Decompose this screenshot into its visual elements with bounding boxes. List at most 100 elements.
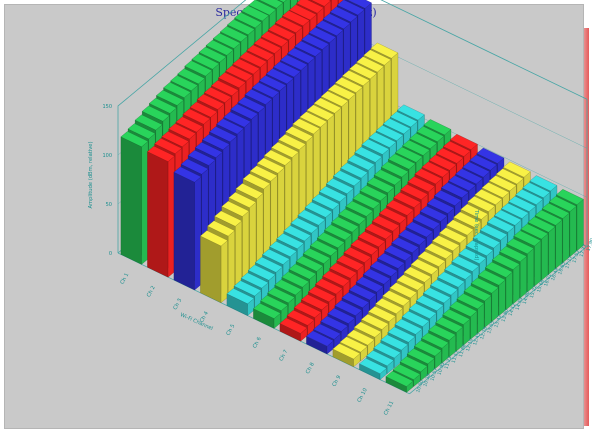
time-tick-label: 17.52 <box>571 249 581 263</box>
bar-top-face <box>223 111 252 128</box>
time-tick-label: 13.05 <box>486 320 496 334</box>
bar-top-face <box>387 326 416 343</box>
bar-top-face <box>409 133 438 149</box>
bar-top-face <box>382 290 411 307</box>
bar-top-face <box>294 40 323 57</box>
bar-top-face <box>331 216 359 233</box>
bar-top-face <box>315 278 343 295</box>
bar-top-face <box>187 149 216 166</box>
bar-top-face <box>306 104 335 121</box>
time-tick-label: 17.17 <box>564 255 574 269</box>
bar-top-face <box>366 177 395 193</box>
bar-top-face <box>310 0 332 7</box>
bar-top-face <box>134 114 163 131</box>
bar-top-face <box>458 248 487 264</box>
bar-top-face <box>333 170 361 187</box>
bar-top-face <box>412 213 441 230</box>
bar-top-face <box>548 196 577 212</box>
bar-top-face <box>329 6 358 23</box>
time-tick-label: 15.68 <box>536 279 546 293</box>
bar-top-face <box>467 196 496 212</box>
bar-top-face <box>453 211 482 228</box>
bar-top-face <box>194 142 223 158</box>
bar-top-face <box>267 24 296 40</box>
bar-top-face <box>235 183 264 199</box>
bar-top-face <box>293 302 322 318</box>
bar-top-face <box>234 12 262 29</box>
bar-top-face <box>324 224 352 241</box>
bar-top-face <box>308 27 337 43</box>
channel-tick-label: Ch 4 <box>199 310 210 324</box>
bar-top-face <box>451 255 480 272</box>
bar-top-face <box>196 93 225 110</box>
time-tick-label: 14.90 <box>522 291 532 305</box>
bar-top-face <box>260 295 288 311</box>
bar-top-face <box>391 237 420 253</box>
bar-top-face <box>435 316 464 333</box>
bar-top-face <box>290 217 319 234</box>
bar-top-face <box>184 60 213 77</box>
bar-top-face <box>428 324 456 341</box>
bar-top-face <box>501 202 529 219</box>
bar-top-face <box>228 192 257 208</box>
bar-top-face <box>173 166 202 183</box>
bar-top-face <box>258 75 287 91</box>
time-tick-label: 11.51 <box>451 350 461 364</box>
bar-top-face <box>426 197 455 214</box>
bar-top-face <box>278 0 287 3</box>
bar-top-face <box>385 370 414 387</box>
bar-top-face <box>205 39 234 56</box>
channel-tick-label: Ch 3 <box>173 298 184 311</box>
bar-top-face <box>315 20 344 36</box>
bar-top-face <box>289 4 317 21</box>
bar-top-face <box>421 332 449 349</box>
bar-top-face <box>203 87 232 103</box>
bar-top-face <box>216 118 244 135</box>
bar-front-face <box>147 151 169 278</box>
bar-top-face <box>170 75 199 91</box>
bar-side-face <box>194 176 202 291</box>
bar-top-face <box>456 293 485 310</box>
time-tick-label: 17.90 <box>586 238 592 252</box>
bar-top-face <box>211 80 239 96</box>
bar-top-face <box>520 223 549 240</box>
bar-top-face <box>340 162 368 179</box>
bar-top-face <box>393 192 421 208</box>
channel-tick-label: Ch 6 <box>252 336 263 349</box>
z-gridline <box>117 0 588 107</box>
bar-top-face <box>299 111 328 128</box>
bar-side-face <box>576 199 584 252</box>
bar-top-face <box>345 200 374 217</box>
bar-side-face <box>220 240 228 304</box>
time-tick-label: 12.78 <box>479 326 489 340</box>
bar-top-face <box>355 276 384 293</box>
bar-top-face <box>339 336 368 353</box>
time-tick-label: 16.85 <box>557 261 567 275</box>
bar-top-face <box>221 200 250 217</box>
bar-top-face <box>322 270 350 287</box>
bar-top-face <box>370 42 399 59</box>
z-axis-title: Amplitude (dBm, relative) <box>88 141 94 208</box>
bar-top-face <box>189 101 218 118</box>
z-tick-label: 150 <box>102 104 112 110</box>
bar-top-face <box>481 182 510 198</box>
bar-top-face <box>389 282 418 299</box>
bar-top-face <box>394 318 423 335</box>
bar-top-face <box>271 141 299 158</box>
bar-top-face <box>460 203 489 220</box>
bar-side-face <box>235 220 242 292</box>
bar-top-face <box>212 32 241 49</box>
channel-tick-label: Ch 11 <box>383 400 395 416</box>
bar-top-face <box>503 161 531 178</box>
bar-top-face <box>435 147 464 164</box>
bar-top-face <box>515 189 544 205</box>
bar-top-face <box>527 216 556 233</box>
bar-top-face <box>248 0 277 16</box>
time-tick-label: 11.23 <box>444 355 454 369</box>
bar-top-face <box>373 342 402 359</box>
bar-top-face <box>329 262 358 279</box>
bar-top-face <box>282 10 310 27</box>
bar-top-face <box>218 72 246 89</box>
bar-top-face <box>336 254 365 271</box>
